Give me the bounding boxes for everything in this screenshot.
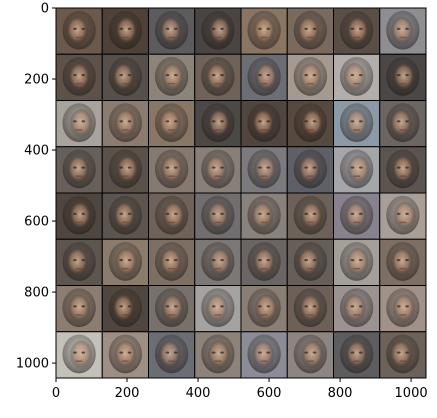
y-tick-label: 200 [24,73,49,88]
face-tile [379,192,427,240]
face-tile [286,53,334,101]
face-tile [194,285,242,333]
face-tile [55,53,103,101]
y-axis: 0 200 400 600 800 1000 [16,2,56,372]
y-tick-label: 400 [24,144,49,159]
face-tile [101,100,149,148]
face-tile [194,192,242,240]
face-tile [194,53,242,101]
face-tile [240,331,288,379]
face-tile [379,146,427,194]
x-tick-label: 800 [328,386,353,401]
x-tick-label: 200 [115,386,140,401]
y-tick-label: 0 [41,2,49,17]
face-tile [379,53,427,101]
face-tile [194,146,242,194]
face-tile [101,192,149,240]
face-tile [148,331,196,379]
face-tile [333,146,381,194]
face-tile [240,100,288,148]
face-tile-grid [55,7,427,379]
face-tile [101,53,149,101]
face-tile [240,146,288,194]
face-tile [101,146,149,194]
x-tick-label: 1000 [395,386,428,401]
face-tile [194,238,242,286]
face-tile [55,331,103,379]
face-tile [286,331,334,379]
face-tile [286,100,334,148]
face-tile [240,192,288,240]
face-tile [333,53,381,101]
face-tile [148,285,196,333]
face-tile [101,331,149,379]
face-tile [333,100,381,148]
face-tile [333,331,381,379]
face-tile [194,331,242,379]
face-tile [333,238,381,286]
face-tile [148,146,196,194]
face-tile [55,7,103,55]
face-tile [286,146,334,194]
face-tile [240,7,288,55]
face-tile [55,192,103,240]
face-tile [148,53,196,101]
face-tile [55,238,103,286]
x-tick-label: 400 [186,386,211,401]
face-tile [55,146,103,194]
face-tile [148,238,196,286]
face-tile [148,100,196,148]
y-tick-label: 600 [24,215,49,230]
face-tile [148,7,196,55]
face-tile [286,238,334,286]
face-tile [379,7,427,55]
face-tile [379,331,427,379]
face-tile [379,238,427,286]
x-tick-label: 0 [52,386,60,401]
y-tick-label: 800 [24,286,49,301]
face-tile [379,100,427,148]
x-tick-label: 600 [257,386,282,401]
face-tile [194,100,242,148]
face-tile [148,192,196,240]
face-tile [55,100,103,148]
face-tile [240,53,288,101]
face-tile [286,7,334,55]
face-tile [333,285,381,333]
face-tile [55,285,103,333]
face-tile [101,238,149,286]
face-tile [333,192,381,240]
face-tile [240,238,288,286]
axes-frame [55,7,427,379]
face-tile [194,7,242,55]
face-tile [286,285,334,333]
face-tile [286,192,334,240]
face-tile [101,285,149,333]
y-tick-label: 1000 [16,357,49,372]
image-plot-area [55,7,427,379]
face-tile [240,285,288,333]
face-tile [379,285,427,333]
face-tile [101,7,149,55]
x-axis: 0 200 400 600 800 1000 [52,378,428,401]
face-tile [333,7,381,55]
